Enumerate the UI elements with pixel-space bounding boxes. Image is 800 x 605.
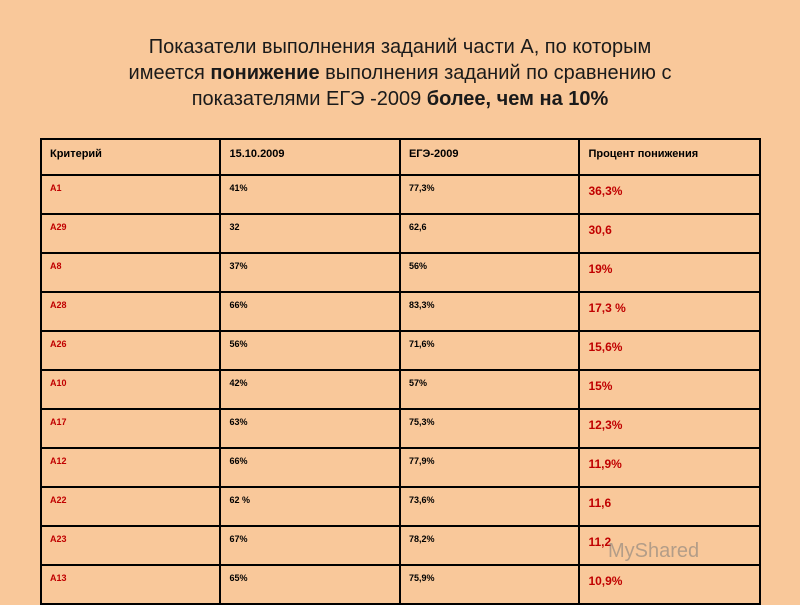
cell-date-value: 62 % — [219, 486, 401, 527]
table-row: А29 32 62,6 30,6 — [39, 213, 761, 254]
cell-criterion: А17 — [39, 408, 222, 449]
cell-ege-value: 75,3% — [398, 408, 581, 449]
title-line-3: показателями ЕГЭ -2009 более, чем на 10% — [60, 86, 740, 112]
results-table: Критерий 15.10.2009 ЕГЭ-2009 Процент пон… — [39, 138, 761, 605]
table-row: А22 62 % 73,6% 11,6 — [39, 486, 761, 527]
cell-criterion: А10 — [39, 369, 222, 410]
table-row: А17 63% 75,3% 12,3% — [39, 408, 761, 449]
cell-date-value: 42% — [219, 369, 401, 410]
cell-ege-value: 75,9% — [398, 564, 581, 605]
cell-date-value: 41% — [219, 174, 401, 215]
cell-ege-value: 83,3% — [398, 291, 581, 332]
cell-ege-value: 78,2% — [398, 525, 581, 566]
cell-decrease-value: 19% — [578, 252, 761, 293]
cell-date-value: 67% — [219, 525, 401, 566]
cell-decrease-value: 11,2 — [578, 525, 761, 566]
cell-date-value: 32 — [219, 213, 401, 254]
cell-ege-value: 71,6% — [398, 330, 581, 371]
slide-title: Показатели выполнения заданий части А, п… — [60, 34, 740, 112]
cell-date-value: 37% — [219, 252, 401, 293]
header-date: 15.10.2009 — [219, 138, 401, 176]
cell-decrease-value: 15,6% — [578, 330, 761, 371]
header-decrease-percent: Процент понижения — [578, 138, 761, 176]
table-row: А8 37% 56% 19% — [39, 252, 761, 293]
cell-decrease-value: 17,3 % — [578, 291, 761, 332]
cell-date-value: 66% — [219, 291, 401, 332]
cell-decrease-value: 30,6 — [578, 213, 761, 254]
cell-criterion: А26 — [39, 330, 222, 371]
cell-date-value: 63% — [219, 408, 401, 449]
table-header-row: Критерий 15.10.2009 ЕГЭ-2009 Процент пон… — [39, 138, 761, 176]
table-row: А26 56% 71,6% 15,6% — [39, 330, 761, 371]
watermark-logo: MyShared — [608, 540, 700, 562]
title-line-2: имеется понижение выполнения заданий по … — [60, 60, 740, 86]
table-body: А1 41% 77,3% 36,3% А29 32 62,6 30,6 А8 37% 56% 19% А… — [39, 174, 761, 605]
cell-decrease-value: 11,6 — [578, 486, 761, 527]
title-line-2-tail: выполнения заданий по сравнению с — [319, 62, 672, 84]
table-row: А23 67% 78,2% 11,2 — [39, 525, 761, 566]
cell-ege-value: 73,6% — [398, 486, 581, 527]
cell-criterion: А28 — [39, 291, 222, 332]
cell-decrease-value: 10,9% — [578, 564, 761, 605]
cell-decrease-value: 15% — [578, 369, 761, 410]
cell-criterion: А1 — [39, 174, 222, 215]
cell-criterion: А8 — [39, 252, 222, 293]
cell-date-value: 56% — [219, 330, 401, 371]
title-emphasis-threshold: более, чем на 10% — [426, 88, 609, 110]
cell-ege-value: 62,6 — [398, 213, 581, 254]
cell-decrease-value: 11,9% — [578, 447, 761, 488]
table-row: А13 65% 75,9% 10,9% — [39, 564, 761, 605]
cell-ege-value: 57% — [398, 369, 581, 410]
cell-criterion: А29 — [39, 213, 222, 254]
title-emphasis-decrease: понижение — [210, 62, 320, 84]
title-line-3-text: показателями ЕГЭ -2009 — [191, 88, 427, 110]
table-row: А10 42% 57% 15% — [39, 369, 761, 410]
cell-date-value: 65% — [219, 564, 401, 605]
cell-date-value: 66% — [219, 447, 401, 488]
cell-ege-value: 56% — [398, 252, 581, 293]
cell-decrease-value: 12,3% — [578, 408, 761, 449]
title-line-1: Показатели выполнения заданий части А, п… — [148, 36, 652, 58]
table-row: А1 41% 77,3% 36,3% — [39, 174, 761, 215]
cell-decrease-value: 36,3% — [578, 174, 761, 215]
cell-ege-value: 77,9% — [398, 447, 581, 488]
cell-criterion: А23 — [39, 525, 222, 566]
table-row: А12 66% 77,9% 11,9% — [39, 447, 761, 488]
title-line-2-text: имеется — [128, 62, 211, 84]
cell-ege-value: 77,3% — [398, 174, 581, 215]
header-criterion: Критерий — [39, 138, 222, 176]
cell-criterion: А13 — [39, 564, 222, 605]
table-row: А28 66% 83,3% 17,3 % — [39, 291, 761, 332]
header-ege-2009: ЕГЭ-2009 — [398, 138, 581, 176]
cell-criterion: А22 — [39, 486, 222, 527]
cell-criterion: А12 — [39, 447, 222, 488]
